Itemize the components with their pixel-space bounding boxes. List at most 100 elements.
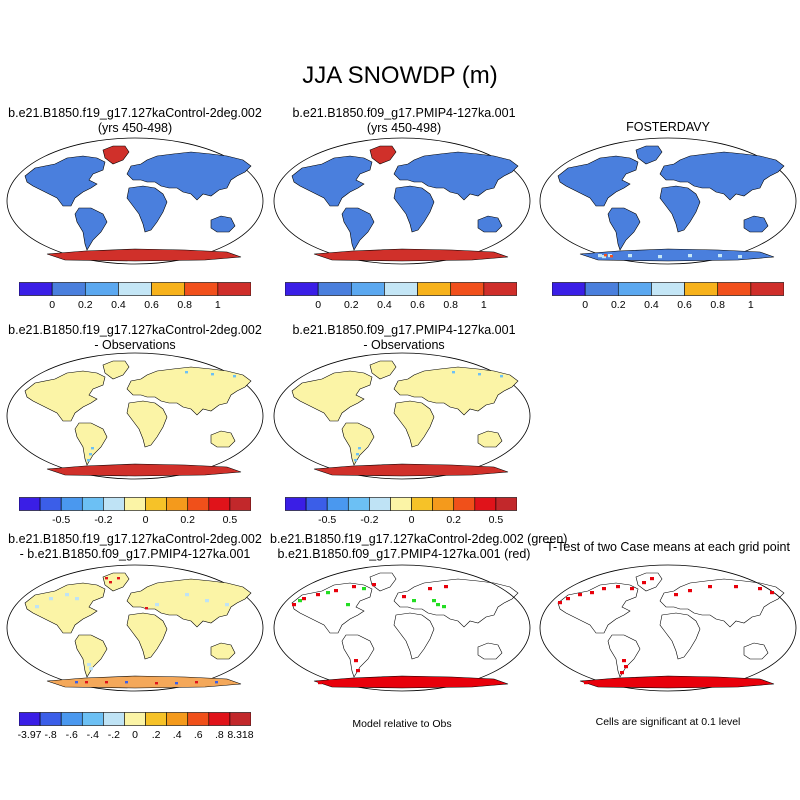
sig-cells-green-cell xyxy=(346,603,350,607)
sig-cells-green xyxy=(298,587,446,609)
ttest-cells-red-cell xyxy=(566,597,570,601)
ttest-cells-red-cell xyxy=(630,587,634,591)
ttest-cells-red-cell xyxy=(708,585,712,589)
panel-title-obs: FOSTERDAVY xyxy=(536,120,800,135)
tick-labels-obs: 0 0.2 0.4 0.6 0.8 1 xyxy=(582,299,754,311)
map-case1 xyxy=(6,137,264,265)
continent-namerica xyxy=(24,370,106,422)
colorbar-box xyxy=(124,712,146,726)
colorbar-box xyxy=(552,282,586,296)
tick-label: 0.2 xyxy=(446,514,461,526)
ttest-cells-red-cell xyxy=(674,593,678,597)
colorbar-box xyxy=(285,497,307,511)
obs-snow-high xyxy=(604,254,613,258)
colorbar-box xyxy=(166,497,189,511)
tick-label: 0.6 xyxy=(677,299,692,311)
tick-label: 0.4 xyxy=(377,299,392,311)
map-diff2 xyxy=(273,352,531,480)
obs-snow-cell xyxy=(628,254,632,258)
sig-cells-red-cell xyxy=(352,585,356,589)
colorbar-box xyxy=(84,282,119,296)
colorbar-box xyxy=(208,712,231,726)
ttest-cells-red-cell xyxy=(624,665,628,669)
bias-negative-cell xyxy=(87,459,90,462)
sig-cells-green-cell xyxy=(432,599,436,603)
diff-cells-dark-cell xyxy=(215,681,218,684)
tick-label: -0.5 xyxy=(318,514,336,526)
obs-snow-high-cell xyxy=(610,255,613,258)
obs-snow-high-cell xyxy=(604,254,607,257)
sig-cells-red-cell xyxy=(372,583,376,587)
tick-label: -.4 xyxy=(87,729,99,741)
ttest-cells-red-cell xyxy=(718,679,722,683)
tick-label: 0.8 xyxy=(177,299,192,311)
diff-cells-blue-cell xyxy=(185,593,189,597)
continent-australia xyxy=(210,642,236,660)
panel-title-case1: b.e21.B1850.f19_g17.127kaControl-2deg.00… xyxy=(0,106,270,136)
diff-cells-blue-cell xyxy=(87,663,91,667)
continent-namerica xyxy=(24,155,106,207)
panel-title-ttest: T-Test of two Case means at each grid po… xyxy=(536,540,800,555)
sig-cells-red-cell xyxy=(402,679,406,683)
tick-label: 0.4 xyxy=(644,299,659,311)
colorbar-box xyxy=(617,282,652,296)
sig-cells-red xyxy=(292,583,496,685)
colorbar-diff2 xyxy=(285,497,517,511)
colorbar-box xyxy=(450,282,485,296)
ttest-cells-red xyxy=(558,577,774,685)
continent-namerica xyxy=(557,582,639,634)
diff-cells-blue-cell xyxy=(75,597,79,601)
colorbar-box xyxy=(39,712,62,726)
sig-cells-green-cell xyxy=(436,603,440,607)
diff-cells-dark xyxy=(75,681,218,685)
map-obs xyxy=(539,137,797,265)
diff-cells-red-cell xyxy=(109,581,112,584)
sig-cells-red-cell xyxy=(428,587,432,591)
continent-namerica xyxy=(291,370,373,422)
panel-title-line1: b.e21.B1850.f19_g17.127kaControl-2deg.00… xyxy=(270,532,568,546)
colorbar-box xyxy=(151,282,186,296)
colorbar-box xyxy=(208,497,231,511)
colorbar-box xyxy=(474,497,497,511)
note-model-relative: Model relative to Obs xyxy=(352,718,452,730)
sig-cells-red-cell xyxy=(334,589,338,593)
panel-title-line2: - Observations xyxy=(363,338,445,352)
sig-cells-green-cell xyxy=(362,587,366,591)
continent-australia xyxy=(477,642,503,660)
tick-label: 0 xyxy=(143,514,149,526)
continent-africa xyxy=(126,612,168,660)
bias-negative-cell xyxy=(356,453,359,456)
obs-snow-cell xyxy=(688,254,692,258)
tick-label: -.8 xyxy=(45,729,57,741)
continent-antarctica xyxy=(579,248,775,262)
diff-cells-red-cell xyxy=(105,577,108,580)
ticks-row1: 0 0.2 0.4 0.6 0.8 1 0 0.2 0.4 0.6 0.8 1 0 0.2 0.4 0.6… xyxy=(49,299,754,311)
panel-title-line2: - Observations xyxy=(94,338,176,352)
sig-cells-red-cell xyxy=(352,680,356,684)
panel-title-line2: - b.e21.B1850.f09_g17.PMIP4-127ka.001 xyxy=(19,547,251,561)
tick-label: -3.97 xyxy=(18,729,42,741)
colorbar-box xyxy=(326,497,349,511)
continent-antarctica xyxy=(313,675,509,689)
diff-cells-dark-cell xyxy=(125,681,128,684)
continent-namerica xyxy=(24,582,106,634)
continent-greenland xyxy=(102,145,130,165)
colorbar-box xyxy=(103,712,125,726)
diff-cells-dark-cell xyxy=(75,681,78,684)
colorbar-box xyxy=(417,282,452,296)
sig-cells-green-cell xyxy=(442,605,446,609)
diff-cells-blue-cell xyxy=(49,597,53,601)
colorbar-box xyxy=(39,497,62,511)
map-casediff xyxy=(6,564,264,692)
sig-cells-green-cell xyxy=(298,599,302,603)
colorbar-box xyxy=(187,712,210,726)
diff-cells-blue-cell xyxy=(155,603,159,607)
continent-eurasia xyxy=(393,366,519,416)
continent-eurasia xyxy=(659,151,785,201)
tick-label: 0.5 xyxy=(489,514,504,526)
panel-title-line1: FOSTERDAVY xyxy=(626,120,710,134)
ttest-cells-red-cell xyxy=(642,581,646,585)
panel-title-diff2: b.e21.B1850.f09_g17.PMIP4-127ka.001 - Ob… xyxy=(270,323,538,353)
tick-label: -0.2 xyxy=(94,514,112,526)
tick-label: 0.2 xyxy=(78,299,93,311)
